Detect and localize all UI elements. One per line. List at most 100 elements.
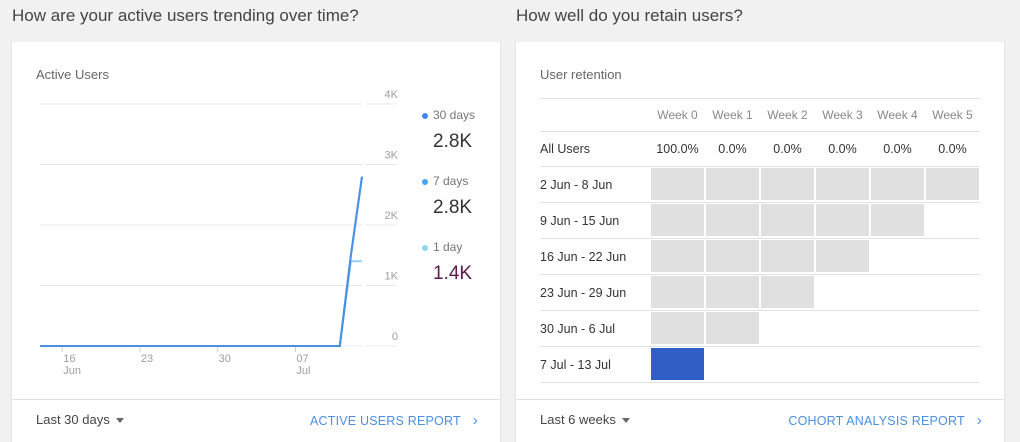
report-link-label: ACTIVE USERS REPORT bbox=[309, 414, 461, 428]
cohort-row: 30 Jun - 6 Jul bbox=[540, 310, 980, 347]
retention-cell[interactable] bbox=[705, 202, 760, 239]
series-line-7-days bbox=[40, 176, 363, 347]
y-tick-label: 4K bbox=[385, 89, 399, 101]
cell-fill bbox=[651, 240, 704, 272]
chevron-right-icon: › bbox=[472, 412, 478, 429]
retention-cell[interactable] bbox=[815, 166, 870, 203]
week-header: Week 1 bbox=[705, 98, 760, 132]
retention-cell[interactable] bbox=[650, 202, 705, 239]
cohort-label: 23 Jun - 29 Jun bbox=[540, 274, 650, 311]
series-line-1-day bbox=[40, 260, 362, 347]
retention-cell[interactable] bbox=[650, 346, 705, 383]
cohort-row: 9 Jun - 15 Jun bbox=[540, 202, 980, 239]
retention-cell[interactable] bbox=[760, 238, 815, 275]
caret-down-icon bbox=[115, 418, 124, 424]
card-title: Active Users bbox=[36, 67, 109, 82]
cell-fill bbox=[871, 204, 924, 236]
cell-fill bbox=[761, 204, 814, 236]
legend-dot-icon bbox=[422, 244, 428, 251]
y-tick-label: 2K bbox=[385, 210, 399, 222]
blank-header bbox=[540, 98, 650, 132]
header-row: Week 0 Week 1 Week 2 Week 3 Week 4 Week 5 bbox=[540, 98, 980, 132]
report-link-label: COHORT ANALYSIS REPORT bbox=[788, 414, 965, 428]
retention-cell[interactable] bbox=[760, 274, 815, 311]
cell-fill bbox=[651, 168, 704, 200]
week-header: Week 4 bbox=[870, 98, 925, 132]
legend-value-7-days: 2.8K bbox=[433, 197, 473, 218]
empty-cell bbox=[925, 202, 980, 239]
empty-cell bbox=[705, 346, 760, 383]
empty-cell bbox=[870, 310, 925, 347]
cell-fill bbox=[761, 168, 814, 200]
series-line-30-days bbox=[40, 176, 363, 347]
retention-cell[interactable] bbox=[650, 274, 705, 311]
x-tick-sublabel: Jul bbox=[296, 365, 310, 377]
legend-value-1-day: 1.4K bbox=[433, 263, 473, 284]
active-users-report-link[interactable]: ACTIVE USERS REPORT › bbox=[310, 412, 478, 429]
retention-cell[interactable] bbox=[870, 202, 925, 239]
empty-cell bbox=[760, 346, 815, 383]
empty-cell bbox=[815, 310, 870, 347]
retention-value: 0.0% bbox=[815, 131, 870, 167]
legend-7-days: 7 days bbox=[422, 174, 468, 188]
retention-value: 100.0% bbox=[650, 131, 705, 167]
retention-cell[interactable] bbox=[705, 166, 760, 203]
x-tick-label: 07 bbox=[296, 353, 308, 365]
x-tick-sublabel: Jun bbox=[63, 365, 81, 377]
legend-dot-icon bbox=[422, 112, 428, 119]
empty-cell bbox=[815, 274, 870, 311]
cell-fill bbox=[871, 168, 924, 200]
empty-cell bbox=[870, 238, 925, 275]
date-range-dropdown[interactable]: Last 30 days bbox=[36, 412, 124, 427]
cell-fill bbox=[816, 240, 869, 272]
all-users-row: All Users 100.0% 0.0% 0.0% 0.0% 0.0% 0.0% bbox=[540, 131, 980, 167]
legend-label: 30 days bbox=[433, 108, 476, 122]
cell-fill bbox=[706, 168, 759, 200]
y-tick-label: 3K bbox=[385, 150, 399, 162]
cell-fill bbox=[651, 204, 704, 236]
retention-question: How well do you retain users? bbox=[516, 6, 743, 25]
cell-fill bbox=[706, 240, 759, 272]
cell-fill bbox=[761, 240, 814, 272]
retention-cell[interactable] bbox=[650, 238, 705, 275]
retention-cell[interactable] bbox=[650, 310, 705, 347]
retention-cell[interactable] bbox=[705, 274, 760, 311]
retention-cell[interactable] bbox=[870, 166, 925, 203]
legend-30-days: 30 days bbox=[422, 108, 475, 122]
x-tick-label: 30 bbox=[219, 353, 231, 365]
empty-cell bbox=[925, 310, 980, 347]
retention-cell[interactable] bbox=[925, 166, 980, 203]
retention-cell[interactable] bbox=[815, 202, 870, 239]
retention-cell[interactable] bbox=[705, 310, 760, 347]
card-footer: Last 6 weeks COHORT ANALYSIS REPORT › bbox=[516, 399, 1004, 442]
date-range-label: Last 6 weeks bbox=[540, 412, 616, 427]
retention-value: 0.0% bbox=[870, 131, 925, 167]
y-tick-label: 0 bbox=[392, 331, 398, 343]
retention-cell[interactable] bbox=[815, 238, 870, 275]
cohort-row: 23 Jun - 29 Jun bbox=[540, 274, 980, 311]
week-header: Week 2 bbox=[760, 98, 815, 132]
retention-cell[interactable] bbox=[705, 238, 760, 275]
retention-cell[interactable] bbox=[650, 166, 705, 203]
cohort-analysis-report-link[interactable]: COHORT ANALYSIS REPORT › bbox=[788, 412, 982, 429]
cohort-label: 9 Jun - 15 Jun bbox=[540, 202, 650, 239]
retention-cell[interactable] bbox=[760, 166, 815, 203]
empty-cell bbox=[870, 346, 925, 383]
active-users-card: Active Users 0 1K 2K 3K 4K 16 Jun 23 30 07 Jul 30 … bbox=[12, 42, 500, 442]
legend-dot-icon bbox=[422, 178, 428, 185]
cohort-row: 7 Jul - 13 Jul bbox=[540, 346, 980, 383]
cohort-row: 2 Jun - 8 Jun bbox=[540, 166, 980, 203]
retention-cell[interactable] bbox=[760, 202, 815, 239]
date-range-dropdown[interactable]: Last 6 weeks bbox=[540, 412, 630, 427]
legend-value-30-days: 2.8K bbox=[433, 131, 473, 152]
cell-fill bbox=[706, 204, 759, 236]
week-header: Week 5 bbox=[925, 98, 980, 132]
chevron-right-icon: › bbox=[976, 412, 982, 429]
empty-cell bbox=[925, 346, 980, 383]
cohort-label: 2 Jun - 8 Jun bbox=[540, 166, 650, 203]
empty-cell bbox=[870, 274, 925, 311]
cohort-row: 16 Jun - 22 Jun bbox=[540, 238, 980, 275]
empty-cell bbox=[815, 346, 870, 383]
